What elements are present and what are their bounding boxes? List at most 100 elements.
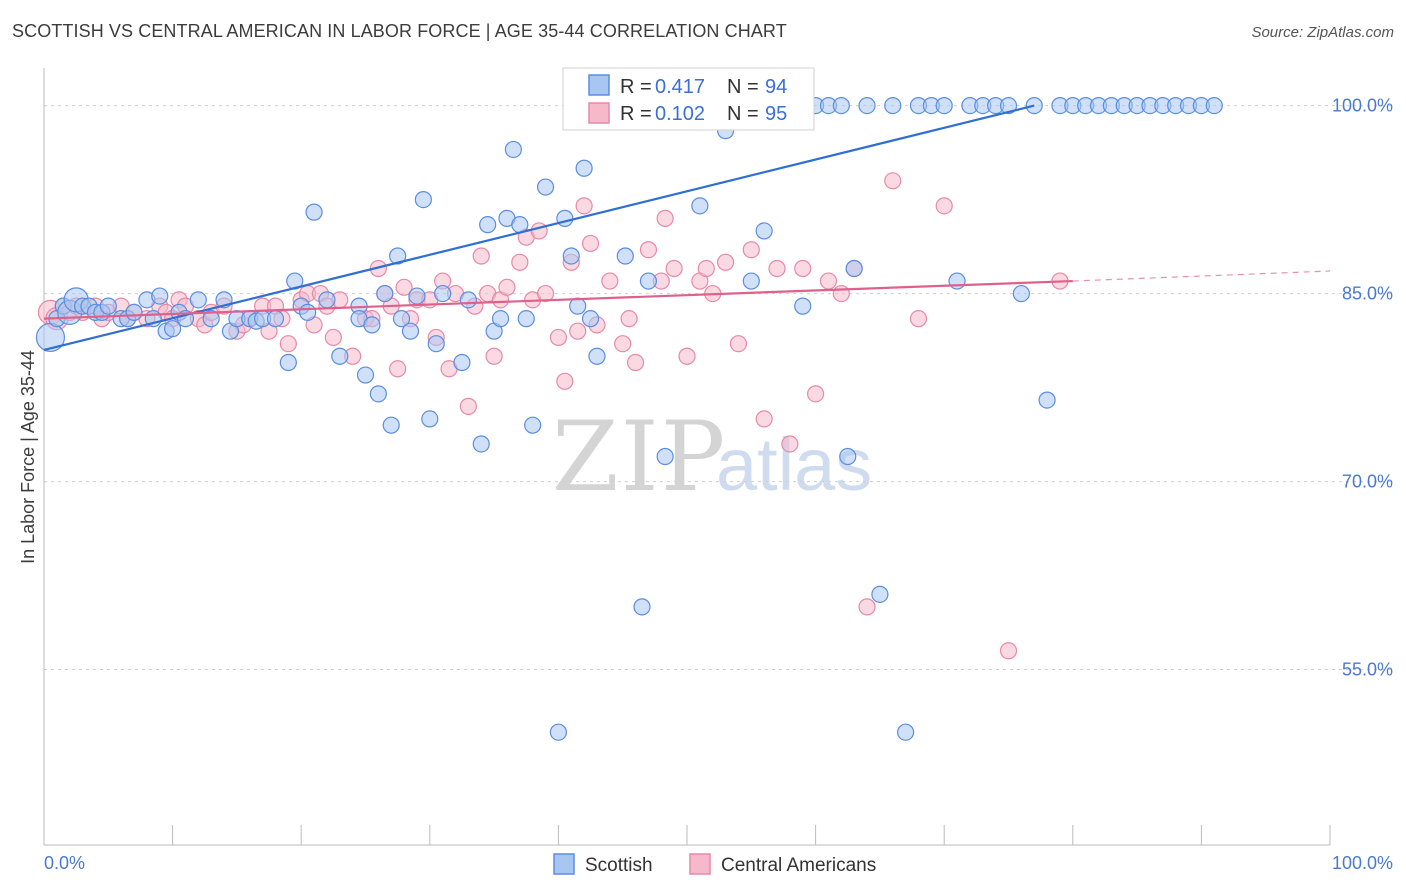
data-point-central-americans-87 — [768, 259, 786, 278]
data-point-scottish-45 — [401, 322, 420, 340]
legend-swatch-scottish — [588, 74, 610, 96]
data-point-scottish-38 — [356, 366, 375, 384]
data-point-scottish-46 — [408, 287, 426, 305]
data-point-scottish-49 — [427, 335, 445, 353]
data-point-central-americans-43 — [389, 360, 407, 378]
trend-line-central-americans — [43, 279, 1073, 320]
data-point-scottish-64 — [556, 209, 574, 227]
x-tick-label-right: 100.0% — [1332, 853, 1393, 873]
y-tick-label-70: 70.0% — [1342, 472, 1393, 492]
data-point-scottish-9 — [99, 297, 117, 315]
data-point-scottish-68 — [581, 310, 600, 328]
data-point-scottish-41 — [376, 284, 394, 303]
data-point-central-americans-84 — [729, 335, 748, 353]
data-point-central-americans-90 — [806, 385, 825, 403]
data-point-central-americans-29 — [279, 335, 297, 353]
data-point-scottish-61 — [524, 416, 542, 434]
y-tick-label-100: 100.0% — [1332, 96, 1393, 116]
data-point-scottish-72 — [616, 247, 634, 265]
data-point-central-americans-72 — [614, 335, 632, 353]
data-point-central-americans-77 — [656, 209, 674, 227]
data-point-central-americans-68 — [575, 197, 593, 215]
correlation-legend: R = 0.417 N = 94 R = 0.102 N = 95 — [562, 67, 815, 131]
data-point-scottish-69 — [588, 347, 606, 365]
data-point-central-americans-74 — [626, 353, 645, 372]
legend-swatch-central-americans — [588, 102, 610, 124]
data-point-central-americans-35 — [324, 328, 342, 347]
data-point-central-americans-96 — [909, 310, 928, 328]
data-point-scottish-74 — [639, 272, 658, 290]
bottom-legend-label-scottish[interactable]: Scottish — [585, 855, 653, 876]
data-point-central-americans-73 — [620, 310, 638, 328]
data-point-scottish-17 — [164, 320, 182, 338]
data-point-scottish-56 — [491, 310, 510, 328]
data-point-scottish-60 — [517, 310, 535, 328]
data-point-scottish-107 — [1038, 391, 1056, 409]
data-point-scottish-58 — [504, 140, 522, 159]
series-legend: Scottish Central Americans — [553, 853, 876, 876]
chart-source: Source: ZipAtlas.com — [1251, 24, 1394, 41]
y-tick-label-85: 85.0% — [1342, 284, 1393, 304]
data-point-central-americans-52 — [459, 397, 477, 415]
chart-title: SCOTTISH VS CENTRAL AMERICAN IN LABOR FO… — [12, 21, 787, 41]
x-tick-label-left: 0.0% — [44, 853, 85, 873]
bottom-legend-swatch-scottish[interactable] — [553, 853, 575, 875]
data-point-central-americans-81 — [697, 259, 715, 278]
data-point-scottish-99 — [935, 96, 953, 115]
data-point-scottish-53 — [472, 435, 490, 453]
data-point-central-americans-65 — [556, 372, 574, 390]
trend-lines — [43, 104, 1331, 352]
data-point-central-americans-83 — [716, 253, 735, 271]
data-point-scottish-79 — [691, 197, 709, 215]
y-axis-title: In Labor Force | Age 35-44 — [18, 350, 38, 564]
data-point-central-americans-58 — [498, 278, 516, 296]
data-point-central-americans-92 — [832, 284, 850, 303]
legend-n-value-central-americans: 95 — [765, 103, 787, 125]
data-point-central-americans-94 — [858, 598, 876, 616]
data-point-central-americans-89 — [794, 259, 812, 278]
data-point-scottish-73 — [633, 598, 651, 616]
data-point-central-americans-54 — [472, 247, 490, 265]
legend-r-label-1: R = — [620, 76, 652, 98]
data-point-scottish-93 — [858, 96, 876, 115]
data-point-scottish-54 — [479, 216, 497, 234]
data-point-scottish-105 — [1012, 284, 1030, 303]
legend-r-value-central-americans: 0.102 — [655, 103, 705, 125]
data-point-scottish-28 — [266, 310, 285, 328]
data-point-central-americans-63 — [536, 284, 555, 303]
bottom-legend-label-central-americans[interactable]: Central Americans — [721, 855, 876, 876]
data-point-scottish-62 — [536, 178, 555, 196]
bottom-legend-swatch-central-americans[interactable] — [689, 853, 711, 875]
data-point-scottish-39 — [363, 316, 381, 334]
data-point-scottish-87 — [794, 297, 812, 315]
data-point-scottish-83 — [742, 272, 760, 290]
data-point-scottish-44 — [392, 310, 411, 328]
legend-r-value-scottish: 0.417 — [655, 76, 705, 98]
data-point-scottish-33 — [305, 203, 323, 221]
data-point-scottish-21 — [202, 310, 220, 328]
data-point-scottish-104 — [999, 96, 1018, 115]
data-point-central-americans-78 — [665, 259, 683, 278]
data-point-scottish-34 — [318, 291, 336, 309]
data-point-central-americans-64 — [549, 328, 568, 347]
data-point-central-americans-79 — [678, 347, 696, 365]
data-point-central-americans-69 — [581, 234, 600, 253]
data-point-scottish-91 — [839, 447, 857, 466]
data-point-scottish-100 — [948, 272, 966, 290]
data-point-central-americans-98 — [999, 642, 1018, 660]
data-point-scottish-94 — [871, 585, 889, 603]
gridlines — [44, 105, 1393, 671]
data-point-scottish-20 — [189, 291, 207, 309]
legend-n-label-1: N = — [727, 76, 759, 98]
data-point-scottish-15 — [151, 287, 169, 305]
data-point-central-americans-67 — [569, 322, 587, 340]
data-point-scottish-96 — [897, 723, 915, 741]
legend-r-label-2: R = — [620, 103, 652, 125]
data-point-central-americans-56 — [485, 347, 503, 365]
data-point-scottish-76 — [656, 447, 674, 466]
data-point-scottish-12 — [125, 303, 143, 321]
legend-n-label-2: N = — [727, 103, 759, 125]
data-point-scottish-84 — [755, 222, 773, 240]
legend-n-value-scottish: 94 — [765, 76, 787, 98]
data-point-scottish-29 — [279, 353, 297, 372]
